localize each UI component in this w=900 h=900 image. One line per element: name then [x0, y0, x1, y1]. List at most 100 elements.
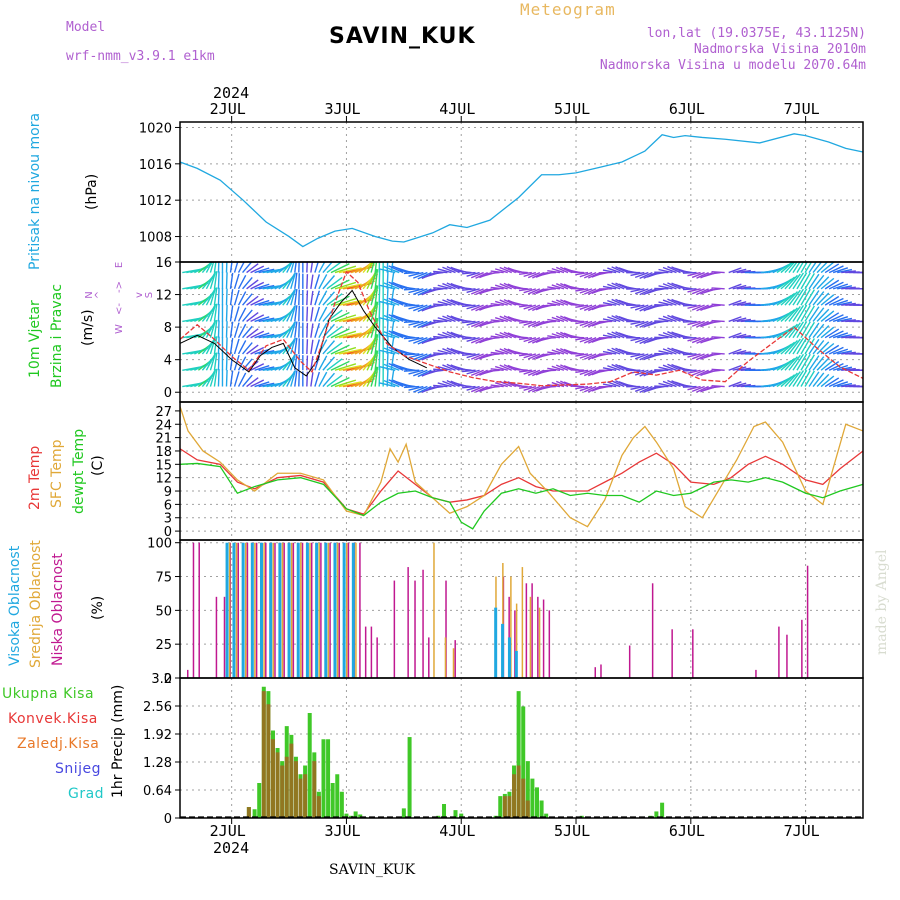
wind-arrow [258, 333, 275, 339]
wind-arrow [551, 316, 565, 323]
wind-arrow [602, 350, 617, 355]
ytick-label-pressure: 1016 [139, 158, 172, 173]
wind-arrow [607, 267, 621, 274]
wind-arrow [788, 273, 801, 290]
wind-arrow [338, 283, 362, 290]
wind-arrow [792, 262, 801, 273]
wind-arrow [587, 385, 601, 393]
wind-arrow [514, 352, 528, 355]
wind-arrow [209, 262, 215, 273]
precip-bar-convective [521, 778, 526, 818]
wind-arrow [634, 385, 649, 393]
wind-arrow [330, 377, 350, 388]
wind-arrow [457, 303, 472, 306]
wind-arrow [250, 363, 265, 371]
wind-arrow [776, 310, 793, 323]
precip-bar-total [330, 783, 335, 818]
wind-arrow [658, 301, 673, 306]
wind-arrow [383, 363, 400, 371]
wind-arrow [383, 298, 400, 306]
wind-arrow [837, 285, 853, 290]
wind-arrow [523, 353, 537, 359]
wind-arrow [667, 379, 681, 388]
wind-arrow [560, 282, 573, 290]
wind-arrow [527, 288, 541, 295]
wind-arrow [217, 352, 220, 371]
compass-label: ^ [94, 291, 105, 299]
wind-arrow [428, 304, 444, 308]
wind-arrow [788, 322, 801, 339]
wind-arrow [322, 262, 334, 274]
wind-arrow [378, 302, 381, 322]
wind-arrow [258, 284, 275, 290]
wind-arrow [607, 365, 621, 371]
wind-arrow [728, 348, 742, 355]
wind-arrow [318, 262, 326, 273]
wind-arrow [560, 331, 573, 339]
wind-arrow [503, 331, 517, 339]
compass-label: S [144, 292, 155, 298]
wind-arrow [555, 348, 569, 355]
wind-arrow [837, 268, 853, 274]
wind-arrow [314, 290, 321, 306]
ytick-label-temp: 9 [164, 485, 172, 500]
wind-arrow [310, 355, 314, 371]
ytick-label-wind: 0 [164, 386, 172, 401]
wind-arrow [667, 314, 681, 323]
wind-arrow [816, 373, 830, 388]
ytick-label-temp: 0 [164, 525, 172, 540]
wind-arrow [820, 310, 835, 322]
wind-arrow [399, 367, 416, 371]
wind-arrow [519, 353, 532, 357]
wind-arrow [318, 371, 328, 387]
wind-arrow [682, 336, 697, 340]
wind-arrow [682, 304, 697, 307]
wind-arrow [634, 271, 649, 279]
wind-arrow [527, 304, 541, 311]
wind-arrow [579, 337, 593, 343]
wind-arrow [217, 320, 220, 338]
wind-arrow [433, 303, 448, 306]
wind-arrow [290, 321, 297, 338]
wind-arrow [820, 342, 835, 355]
wind-arrow [808, 273, 820, 290]
wind-arrow [334, 314, 357, 323]
wind-arrow [428, 337, 444, 341]
wind-arrow [237, 262, 245, 273]
wind-arrow [728, 283, 742, 290]
wind-arrow [691, 385, 705, 393]
date-label-bottom: 2JUL [209, 822, 246, 840]
wind-arrow [820, 375, 835, 388]
wind-arrow [229, 370, 234, 387]
wind-arrow [832, 364, 849, 371]
wind-arrow [330, 360, 350, 371]
wind-arrow [532, 320, 545, 328]
wind-arrow [494, 349, 508, 355]
wind-arrow [457, 270, 472, 274]
precip-bar-total [335, 774, 340, 818]
wind-arrow [784, 356, 798, 371]
wind-arrow [639, 288, 653, 296]
wind-arrow [475, 337, 488, 344]
wind-arrow [828, 330, 844, 339]
wind-arrow [330, 279, 350, 290]
ytick-label-wind: 12 [155, 289, 172, 304]
wind-arrow [687, 288, 701, 293]
wind-arrow [711, 352, 725, 355]
compass-label: E [114, 262, 125, 268]
wind-arrow [475, 353, 488, 361]
wind-arrow [413, 304, 428, 312]
wind-arrow [334, 330, 357, 339]
wind-arrow [579, 353, 593, 359]
wind-arrow [711, 336, 725, 339]
wind-arrow [246, 377, 259, 388]
ytick-label-temp: 24 [155, 418, 172, 433]
wind-arrow [607, 381, 621, 388]
wind-arrow [310, 290, 314, 306]
wind-arrow [433, 384, 448, 388]
wind-arrow [615, 315, 629, 323]
wind-arrow [575, 304, 589, 308]
wind-arrow [310, 372, 314, 387]
wind-arrow [294, 337, 298, 355]
wind-arrow [583, 337, 597, 344]
